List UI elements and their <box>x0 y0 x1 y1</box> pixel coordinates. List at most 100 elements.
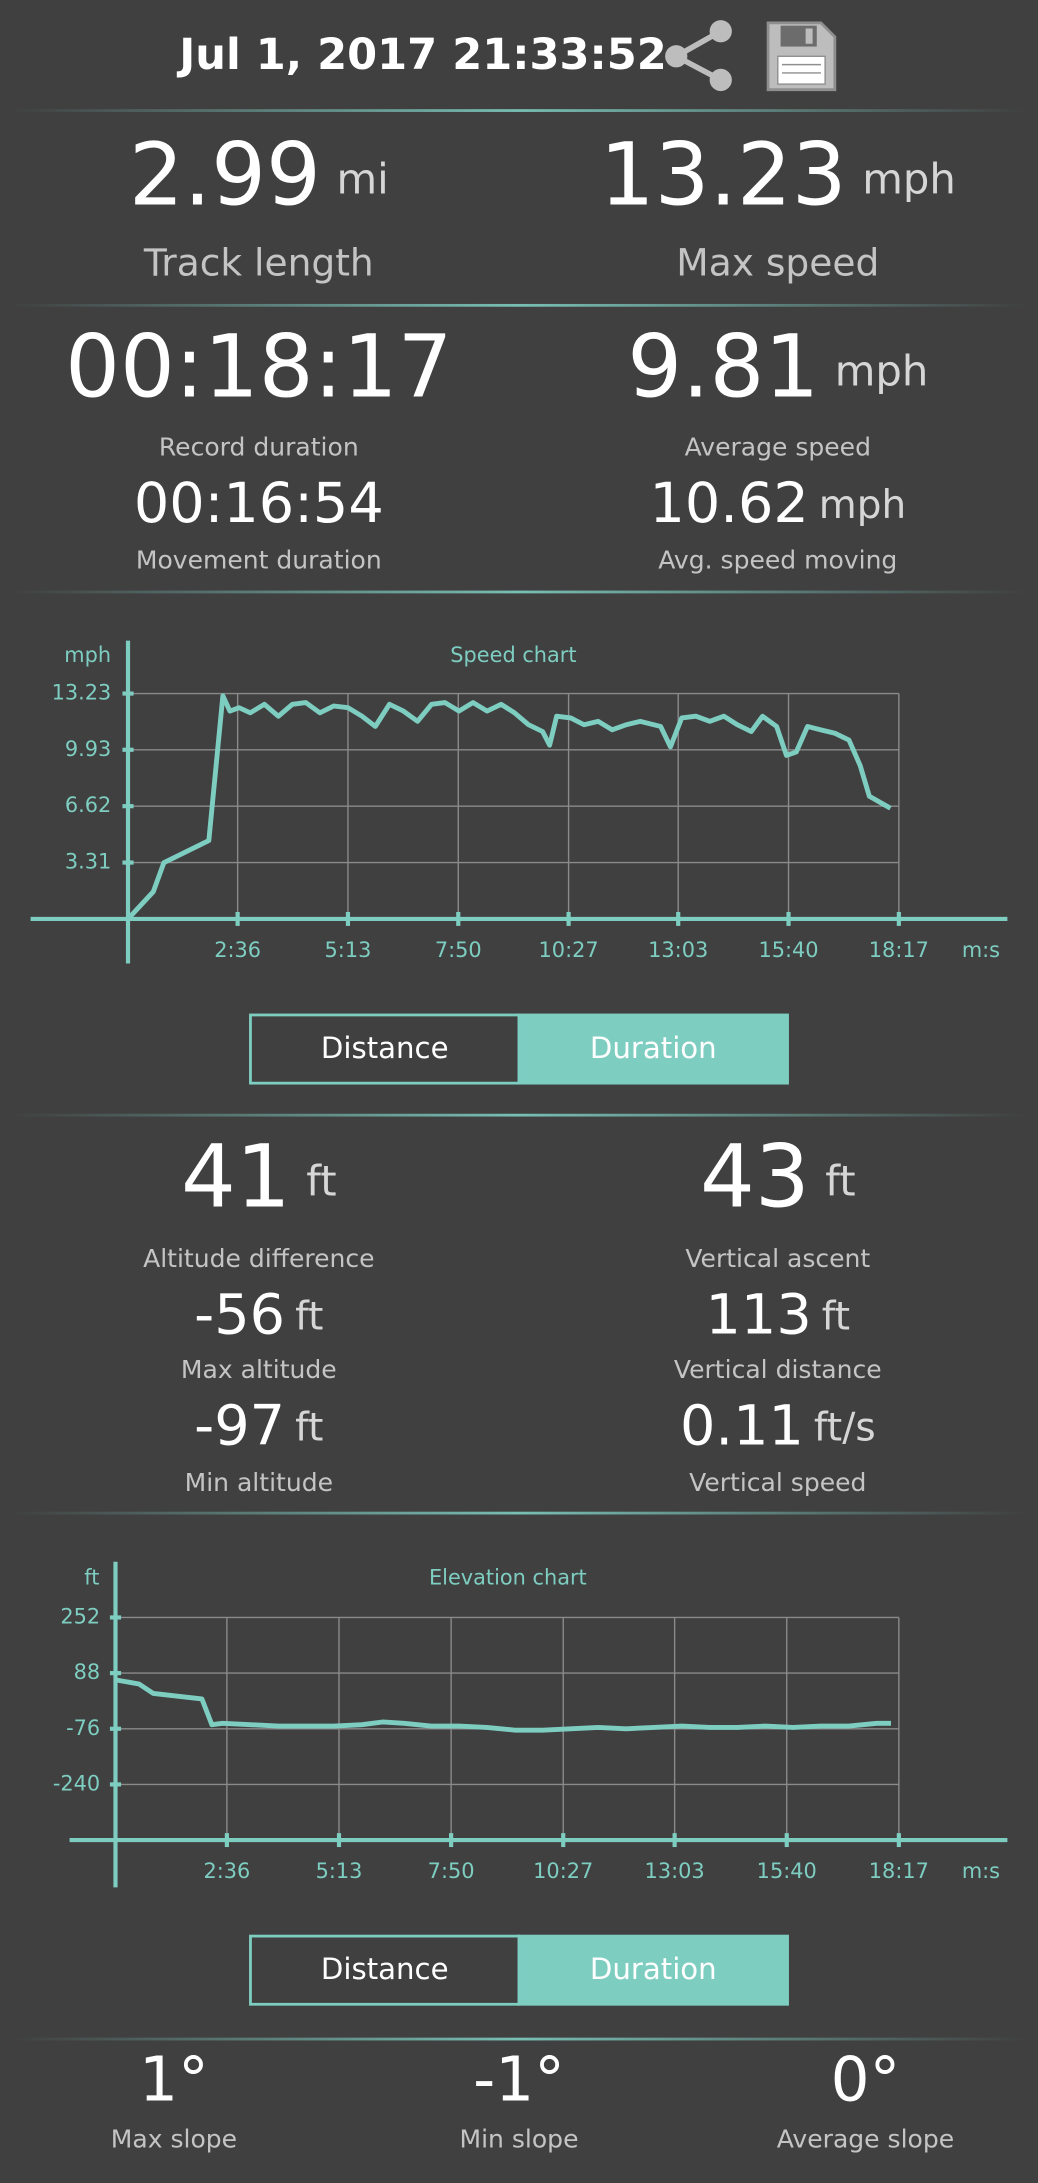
stat-unit: mph <box>862 154 956 203</box>
stat-value: 1° <box>139 2044 209 2115</box>
stat-unit: ft <box>825 1156 855 1205</box>
stat-unit: ft <box>295 1294 323 1339</box>
data-line <box>115 1677 891 1733</box>
y-axis-label: mph <box>64 643 111 667</box>
dividers <box>11 109 1027 2041</box>
toggle-button[interactable] <box>517 1013 789 1085</box>
stat-value: 41 ft <box>181 1128 337 1228</box>
y-tick-label: 3.31 <box>65 850 111 874</box>
stat-label: Max slope <box>111 2125 237 2154</box>
stat-number: 0.11 <box>680 1394 804 1459</box>
stat-number: 00:18:17 <box>65 318 452 418</box>
stat-number: 0° <box>831 2044 901 2115</box>
y-tick-label: 13.23 <box>52 681 112 705</box>
stat-label: Movement duration <box>136 545 382 574</box>
stat-number: 43 <box>700 1128 810 1228</box>
x-tick-label: 2:36 <box>214 938 261 962</box>
stat-unit: ft <box>822 1294 850 1339</box>
x-tick-label: 5:13 <box>325 938 372 962</box>
stat-value: 00:18:17 <box>65 318 452 418</box>
toggle-button[interactable] <box>517 1934 789 2006</box>
stat-value: -1° <box>473 2044 565 2115</box>
save-icon[interactable] <box>766 21 837 92</box>
stat-unit: ft <box>306 1156 336 1205</box>
toggle-button[interactable] <box>249 1934 521 2006</box>
stat-label: Avg. speed moving <box>658 545 897 574</box>
stat-label: Vertical distance <box>674 1355 882 1384</box>
stat-value: 13.23 mph <box>600 126 956 226</box>
stat-number: -1° <box>473 2044 565 2115</box>
x-tick-label: 15:40 <box>757 1859 817 1883</box>
stat-label: Min slope <box>460 2125 579 2154</box>
stat-value: 0° <box>831 2044 901 2115</box>
stat-label: Altitude difference <box>143 1244 374 1273</box>
y-tick-label: 88 <box>74 1660 101 1684</box>
stats: 2.99 mi Track length 13.23 mph Max speed 00:18… <box>65 126 956 2154</box>
stat-label: Max speed <box>676 240 879 284</box>
stat-label: Record duration <box>159 433 359 462</box>
stat-unit: mph <box>835 346 929 395</box>
stat-number: 1° <box>139 2044 209 2115</box>
x-tick-label: 7:50 <box>435 938 482 962</box>
stat-value: 9.81 mph <box>627 318 928 418</box>
stat-value: -56 ft <box>194 1282 323 1347</box>
stat-number: 00:16:54 <box>134 471 384 536</box>
y-tick-label: 252 <box>60 1604 100 1628</box>
x-axis-label: m:s <box>962 938 1000 962</box>
chart-title: Speed chart <box>450 643 576 667</box>
toggle-label[interactable]: Duration <box>590 1952 717 1986</box>
stat-value: -97 ft <box>194 1394 323 1459</box>
stat-label: Max altitude <box>181 1355 337 1384</box>
stat-value: 2.99 mi <box>129 126 389 226</box>
toggle-label[interactable]: Duration <box>590 1031 717 1065</box>
y-tick-label: -76 <box>66 1716 100 1740</box>
chart-title: Elevation chart <box>429 1565 587 1589</box>
x-axis-label: m:s <box>962 1859 1000 1883</box>
share-icon[interactable] <box>665 20 732 92</box>
y-tick-label: 6.62 <box>65 793 111 817</box>
stat-number: 113 <box>706 1282 812 1347</box>
y-tick-label: -240 <box>53 1771 100 1795</box>
x-tick-label: 15:40 <box>758 938 818 962</box>
y-axis-label: ft <box>84 1565 99 1589</box>
stat-number: 41 <box>181 1128 291 1228</box>
stat-value: 0.11 ft/s <box>680 1394 876 1459</box>
stat-label: Average speed <box>685 433 871 462</box>
stat-number: -56 <box>194 1282 285 1347</box>
stat-label: Vertical speed <box>689 1468 866 1497</box>
stat-number: 13.23 <box>600 126 847 226</box>
stat-value: 113 ft <box>706 1282 851 1347</box>
data-line <box>126 693 892 921</box>
x-tick-label: 10:27 <box>533 1859 593 1883</box>
x-tick-label: 2:36 <box>203 1859 250 1883</box>
y-tick-label: 9.93 <box>65 737 111 761</box>
x-tick-label: 18:17 <box>869 938 929 962</box>
title: Jul 1, 2017 21:33:52 <box>176 30 667 80</box>
toggle-label[interactable]: Distance <box>321 1031 449 1065</box>
stat-unit: mph <box>819 483 906 528</box>
stat-number: 10.62 <box>649 471 808 536</box>
stat-unit: ft/s <box>814 1405 876 1450</box>
charts: mph Speed chart 3.31 6.62 9.93 13.23 2:36 5:13 7… <box>30 640 1008 2006</box>
x-tick-label: 10:27 <box>539 938 599 962</box>
x-tick-label: 7:50 <box>428 1859 475 1883</box>
x-tick-label: 13:03 <box>645 1859 705 1883</box>
stat-value: 10.62 mph <box>649 471 906 536</box>
x-tick-label: 5:13 <box>316 1859 363 1883</box>
stat-number: 9.81 <box>627 318 819 418</box>
stat-number: -97 <box>194 1394 285 1459</box>
stat-label: Track length <box>143 240 374 284</box>
stat-label: Vertical ascent <box>685 1244 870 1273</box>
stat-label: Average slope <box>777 2125 954 2154</box>
toggle-label[interactable]: Distance <box>321 1952 449 1986</box>
stat-value: 43 ft <box>700 1128 856 1228</box>
x-tick-label: 13:03 <box>648 938 708 962</box>
stat-label: Min altitude <box>185 1468 333 1497</box>
x-tick-label: 18:17 <box>869 1859 929 1883</box>
stat-unit: ft <box>295 1405 323 1450</box>
stat-unit: mi <box>336 154 388 203</box>
stat-number: 2.99 <box>129 126 321 226</box>
